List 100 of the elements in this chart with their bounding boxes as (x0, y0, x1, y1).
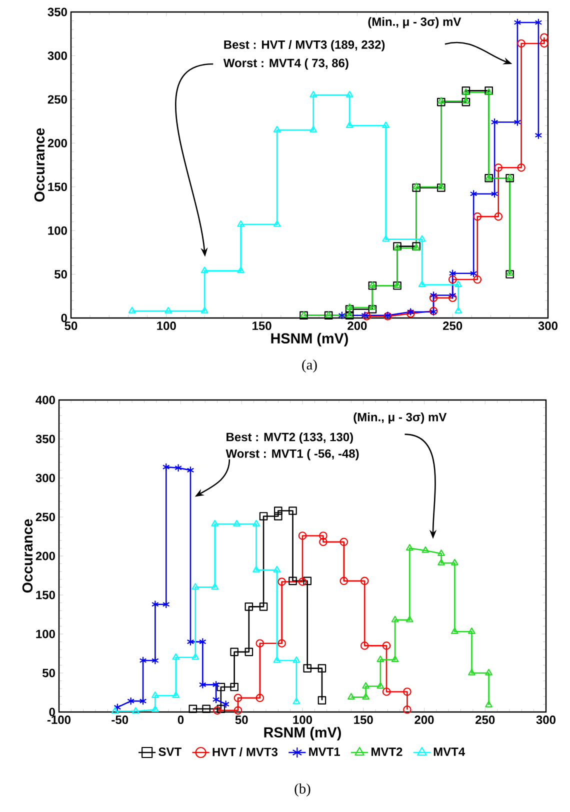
point (540, 39, 548, 48)
point (273, 220, 281, 227)
point (230, 648, 238, 656)
y-tick-label: 200 (36, 552, 55, 560)
point (172, 653, 180, 660)
point (534, 18, 542, 27)
point (437, 182, 445, 190)
y-axis-title: Occurance (34, 128, 45, 202)
point (540, 33, 548, 42)
point (418, 235, 426, 242)
point (368, 303, 376, 310)
point (216, 682, 226, 692)
point (448, 275, 457, 284)
point (139, 696, 147, 706)
point (310, 90, 317, 98)
point (382, 688, 391, 696)
point (338, 311, 346, 320)
point (174, 464, 182, 472)
point (273, 566, 281, 572)
point (200, 266, 208, 274)
point (273, 656, 281, 663)
point (362, 312, 371, 320)
point (514, 118, 522, 126)
point (494, 212, 503, 221)
point (132, 707, 140, 714)
point (198, 680, 206, 689)
point (278, 578, 286, 586)
point (233, 520, 240, 526)
point (494, 163, 503, 172)
y-tick-label: 300 (48, 51, 67, 60)
point (212, 695, 220, 704)
x-tick-label: 50 (235, 716, 248, 724)
point (454, 280, 462, 288)
point (485, 668, 492, 676)
point (436, 98, 446, 106)
point (360, 642, 369, 650)
x-tick-label: -100 (47, 716, 71, 724)
point (376, 656, 384, 662)
x-tick-label: 250 (443, 322, 462, 330)
x-tick-label: 150 (354, 716, 373, 724)
point (473, 212, 482, 221)
point (438, 558, 445, 566)
x-tick-label: 50 (64, 322, 78, 330)
point (139, 656, 147, 665)
x-tick-label: 0 (178, 716, 184, 724)
point (403, 688, 412, 696)
annotation: Worst : MVT1 ( -56, -48) (226, 449, 359, 460)
x-tick-label: 100 (293, 716, 312, 724)
point (202, 704, 210, 714)
legend-label: HVT / MVT3 (212, 747, 278, 756)
y-tick-label: 350 (36, 434, 55, 444)
point (412, 184, 420, 192)
annotation: Best : HVT / MVT3 (189, 232) (224, 40, 385, 52)
point (288, 506, 297, 515)
point (259, 602, 268, 611)
point (273, 126, 281, 132)
point (345, 305, 354, 314)
x-tick-label: 300 (536, 716, 556, 724)
point (361, 311, 368, 320)
point (362, 693, 370, 700)
point (256, 694, 264, 702)
point (346, 90, 354, 98)
point (346, 303, 354, 310)
point (212, 680, 220, 689)
point (448, 269, 456, 278)
text: (b) (294, 783, 310, 797)
point (230, 682, 238, 692)
point (470, 269, 478, 278)
point (216, 704, 226, 714)
point (274, 506, 282, 515)
point (430, 291, 438, 300)
point (188, 704, 198, 714)
y-tick-label: 250 (48, 95, 67, 104)
point (213, 706, 222, 715)
point (454, 306, 462, 314)
y-tick-label: 350 (48, 8, 67, 16)
point (340, 576, 348, 586)
point (340, 538, 348, 546)
x-axis-title: RSNM (mV) (264, 726, 341, 740)
point (422, 546, 430, 553)
y-tick-label: 150 (48, 182, 67, 192)
point (406, 616, 414, 622)
point (244, 602, 254, 611)
point (391, 656, 399, 662)
y-axis-title: Occurance (22, 519, 33, 593)
point (437, 97, 445, 104)
point (438, 550, 445, 556)
annotation: (Min., μ - 3σ) mV (354, 412, 447, 424)
point (490, 190, 498, 198)
x-tick-label: 150 (252, 322, 272, 330)
point (256, 639, 264, 648)
y-tick-label: 300 (36, 474, 55, 482)
point (244, 648, 254, 656)
y-tick-label: 150 (36, 590, 55, 600)
point (462, 97, 470, 104)
point (186, 466, 194, 474)
point (292, 656, 300, 663)
point (448, 291, 456, 300)
point (192, 653, 200, 660)
point (172, 691, 180, 698)
